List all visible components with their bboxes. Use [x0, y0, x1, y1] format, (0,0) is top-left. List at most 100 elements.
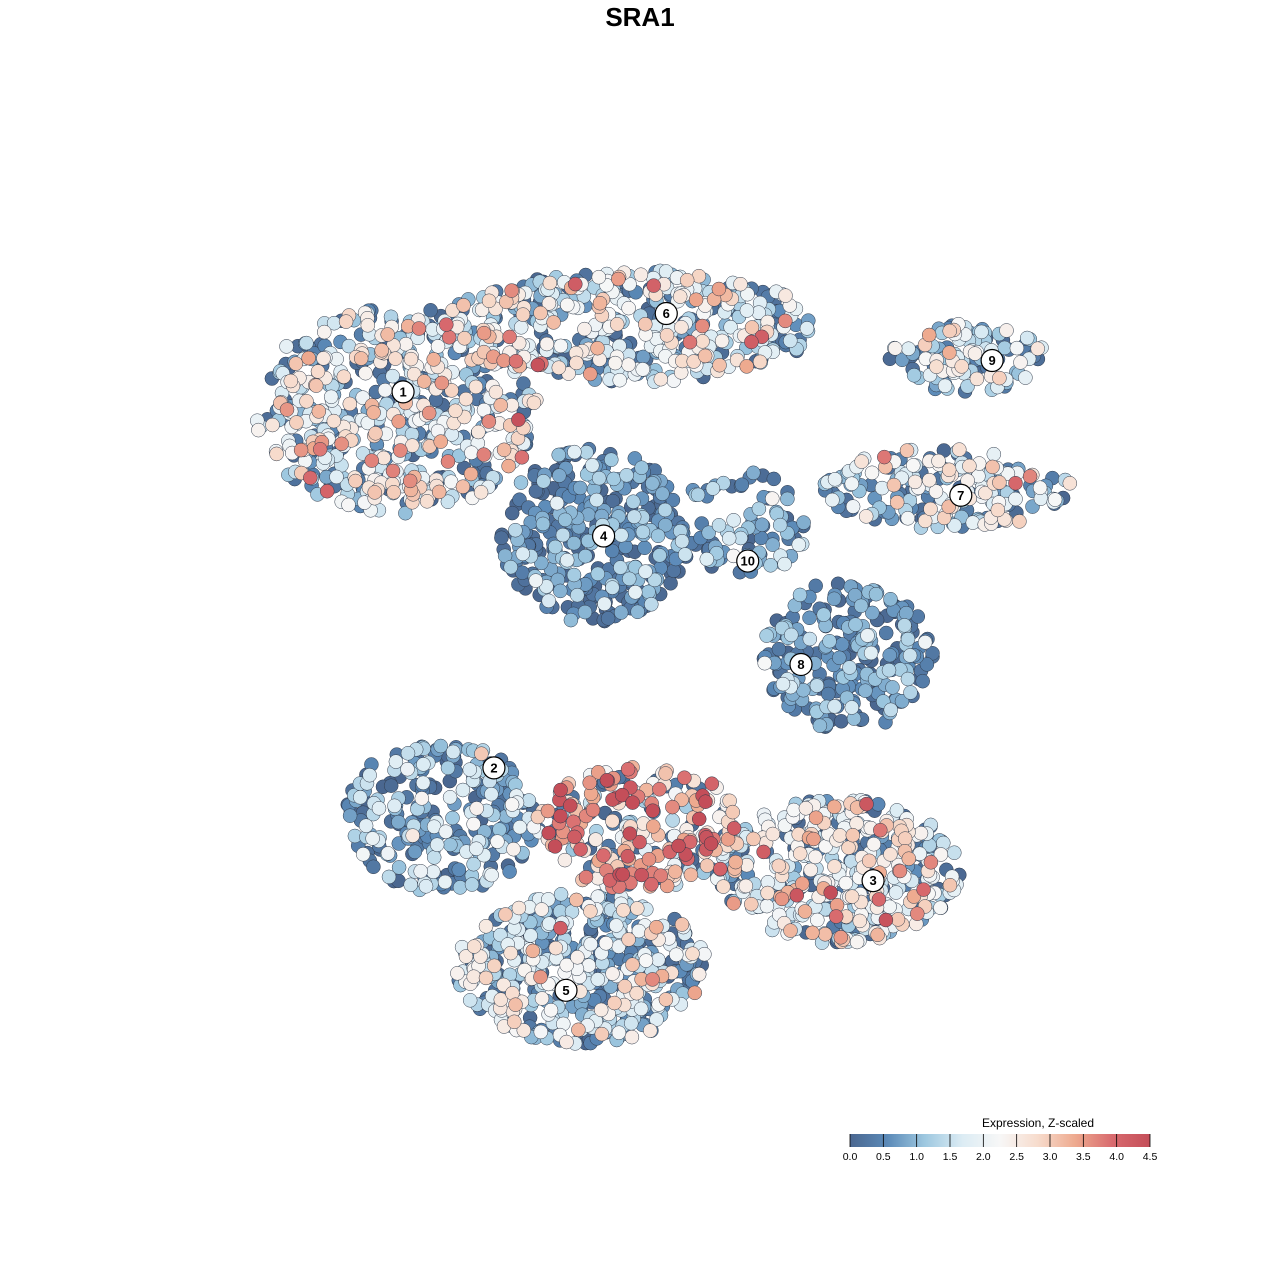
cell-point: [671, 838, 686, 854]
cell-point: [882, 647, 897, 663]
cell-point: [614, 787, 630, 803]
cell-point: [657, 502, 673, 518]
cell-point: [652, 782, 667, 797]
cell-point: [585, 458, 600, 473]
cell-point: [906, 458, 921, 473]
cell-point: [786, 802, 801, 818]
cell-point: [471, 424, 486, 440]
cluster-label-text: 3: [869, 873, 876, 888]
cell-point: [353, 351, 369, 366]
cell-point: [941, 462, 957, 478]
cell-point: [933, 900, 948, 915]
cell-point: [900, 671, 916, 687]
cell-point: [796, 515, 811, 530]
cell-point: [534, 555, 549, 571]
cell-point: [464, 445, 479, 460]
cell-point: [634, 460, 649, 475]
cell-point: [665, 813, 680, 828]
cell-point: [487, 958, 502, 974]
cell-point: [512, 819, 528, 835]
cell-point: [616, 903, 631, 918]
cell-point: [832, 650, 847, 666]
cell-point: [916, 882, 931, 897]
cell-point: [900, 631, 916, 647]
cell-point: [827, 699, 842, 714]
cell-point: [552, 468, 567, 483]
cell-point: [360, 318, 376, 333]
cell-point: [978, 485, 993, 501]
cell-point: [883, 847, 898, 862]
cell-point: [539, 336, 555, 352]
cell-point: [842, 660, 857, 675]
cell-point: [734, 477, 750, 492]
cell-point: [406, 366, 422, 382]
cell-point: [1013, 355, 1028, 370]
cell-point: [652, 548, 667, 563]
cell-point: [516, 1023, 532, 1038]
cell-point: [418, 879, 434, 894]
cell-point: [571, 1022, 586, 1038]
cell-point: [852, 913, 868, 929]
cell-point: [515, 546, 531, 562]
cell-point: [438, 824, 454, 839]
cell-point: [440, 454, 456, 469]
cell-point: [635, 524, 651, 540]
cell-point: [967, 346, 983, 361]
cell-point: [455, 782, 471, 798]
cluster-label-7: 7: [949, 483, 973, 507]
cell-point: [928, 484, 944, 499]
cell-point: [493, 992, 509, 1007]
cell-point: [478, 970, 494, 986]
cell-point: [403, 351, 419, 367]
cell-point: [751, 501, 767, 517]
cell-point: [415, 775, 431, 791]
cell-point: [451, 862, 467, 877]
cell-point: [1030, 341, 1045, 356]
cell-point: [445, 744, 461, 760]
cell-point: [619, 468, 634, 483]
cell-point: [861, 853, 877, 869]
cell-point: [366, 405, 381, 420]
cell-point: [596, 848, 611, 863]
cell-point: [502, 329, 517, 345]
cell-point: [548, 539, 563, 555]
cluster-label-text: 9: [989, 353, 996, 368]
cell-point: [942, 877, 958, 893]
cell-point: [805, 925, 820, 941]
cell-point: [293, 442, 309, 458]
cell-point: [303, 470, 318, 486]
cell-point: [450, 966, 465, 981]
cell-point: [744, 334, 759, 350]
cell-point: [739, 359, 754, 374]
cell-point: [514, 450, 530, 465]
cell-point: [553, 338, 569, 354]
cell-point: [448, 403, 463, 419]
cell-point: [599, 773, 615, 788]
cell-point: [760, 885, 775, 901]
cell-point: [367, 485, 382, 500]
cell-point: [687, 985, 703, 1001]
cell-point: [674, 320, 689, 335]
cell-point: [611, 1025, 627, 1040]
cell-point: [455, 479, 471, 494]
cell-point: [942, 323, 957, 339]
cell-point: [551, 360, 567, 375]
cell-point: [1008, 491, 1023, 507]
legend-tick-label: 1.0: [909, 1151, 924, 1163]
legend-tick-label: 2.5: [1009, 1151, 1024, 1163]
cell-point: [799, 321, 815, 336]
cell-point: [540, 803, 556, 819]
cell-point: [326, 413, 342, 429]
cell-point: [541, 296, 557, 311]
cell-point: [802, 610, 817, 626]
cell-point: [621, 932, 636, 947]
cell-point: [878, 625, 894, 641]
cell-point: [265, 417, 280, 433]
legend-colorbar: [850, 1134, 1150, 1147]
cell-point: [1062, 476, 1078, 491]
cell-point: [841, 840, 856, 855]
cell-point: [597, 596, 612, 612]
cell-point: [822, 633, 837, 649]
cell-point: [413, 864, 428, 879]
cell-point: [1018, 370, 1033, 385]
